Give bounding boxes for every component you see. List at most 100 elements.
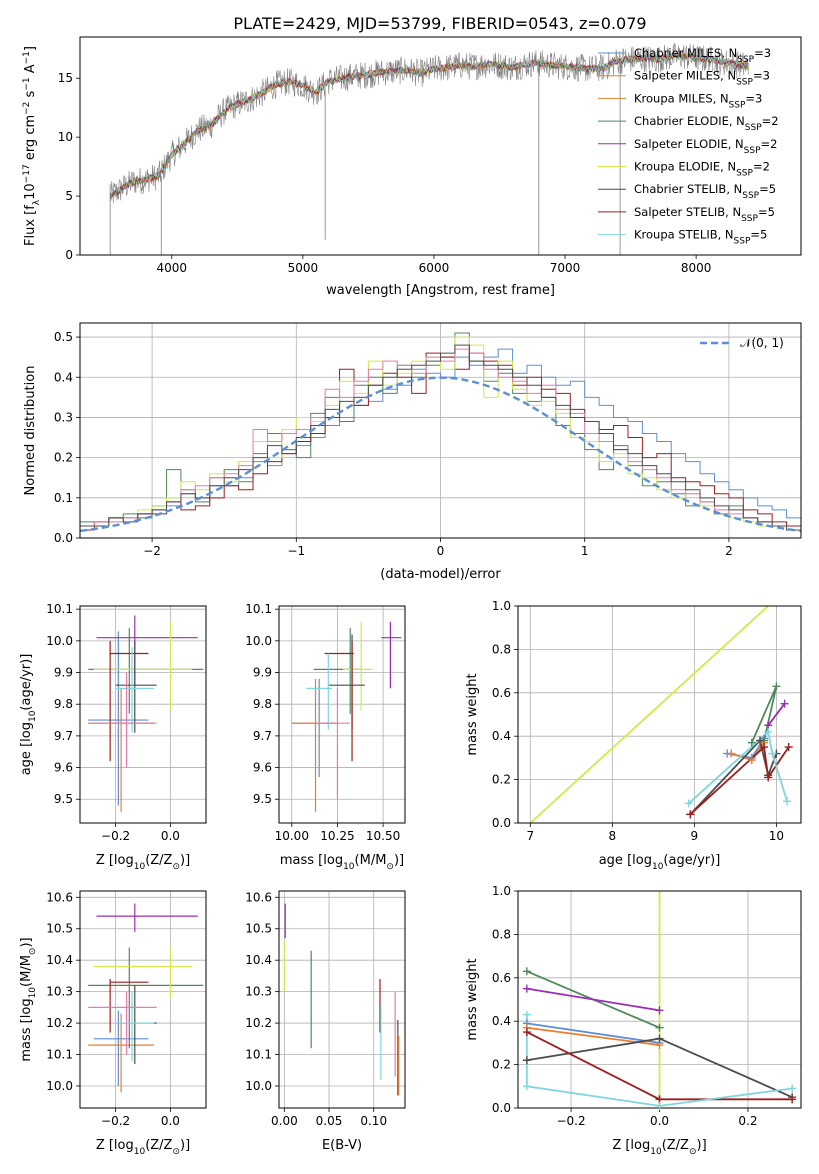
label-fragment: mass [log [19, 998, 34, 1061]
y-tick-label: 0 [65, 248, 73, 262]
y-tick-label: 0.5 [54, 330, 73, 344]
plot-area [88, 615, 204, 812]
label-fragment: )] [697, 1138, 707, 1153]
y-tick-label: 10.1 [46, 602, 73, 616]
weight-line [688, 730, 788, 805]
label-fragment: −1 [22, 51, 32, 64]
x-tick-label: 0.0 [161, 829, 180, 843]
weight-marker [747, 756, 756, 765]
figure-title: PLATE=2429, MJD=53799, FIBERID=0543, z=0… [233, 14, 646, 33]
weight-marker [747, 738, 756, 747]
x-tick-label: 0 [437, 544, 445, 558]
y-tick-label: 10.2 [245, 1016, 272, 1030]
legend-entry: 𝒩(0, 1) [740, 336, 784, 350]
mass-vs-extinction-panel: 0.00 0.05 0.10 10.0 10.1 10.2 10.3 10.4 10.5 10.6… [245, 890, 406, 1153]
label-fragment: SSP [744, 146, 761, 156]
weight-marker [764, 727, 773, 736]
y-tick-label: 9.9 [54, 666, 73, 680]
label-fragment: ⊙ [172, 862, 180, 872]
weight-marker [684, 799, 693, 808]
x-tick-label: 0.0 [650, 1114, 669, 1128]
label-fragment: mass weight [465, 673, 480, 755]
histogram-step [80, 352, 801, 538]
x-tick-label: 0.2 [738, 1114, 757, 1128]
label-fragment: (Z/Z [145, 1138, 172, 1153]
axes-frame [278, 890, 406, 1109]
x-tick-label: 1 [581, 544, 589, 558]
x-tick-label: −1 [287, 544, 305, 558]
legend-entry: Chabrier MILES, NSSP=3 [634, 46, 771, 65]
weight-marker [522, 1028, 531, 1037]
weight-marker [522, 984, 531, 993]
y-tick-label: 9.9 [253, 666, 272, 680]
label-fragment: Z [log [612, 1138, 650, 1153]
x-tick-label: −0.2 [556, 1114, 585, 1128]
label-fragment: 10 [343, 862, 355, 872]
label-fragment: Z [log [96, 1138, 134, 1153]
label-fragment: ⊙ [386, 862, 394, 872]
label-fragment: SSP [736, 169, 753, 179]
x-axis-label: wavelength [Angstrom, rest frame] [326, 283, 555, 298]
x-tick-label: −0.2 [101, 829, 130, 843]
gridlines [80, 606, 206, 823]
weight-line [526, 987, 660, 1012]
mass-weight-vs-metallicity-panel: −0.2 0.0 0.2 0.0 0.2 0.4 0.6 0.8 1.0 Z [log10(Z/Z… [465, 884, 802, 1157]
gridlines [279, 606, 405, 823]
y-tick-label: 0.1 [54, 491, 73, 505]
label-fragment: SSP [734, 237, 751, 247]
label-fragment: ] [23, 46, 38, 51]
x-tick-label: 7000 [550, 261, 581, 275]
weight-marker [788, 1095, 797, 1104]
label-fragment: SSP [729, 100, 746, 110]
x-axis-label: age [log10(age/yr)] [599, 853, 721, 872]
y-tick-label: 0.6 [492, 686, 511, 700]
y-tick-label: 9.7 [253, 729, 272, 743]
weight-marker [686, 810, 695, 819]
y-tick-label: 0.0 [492, 816, 511, 830]
plot-area [88, 903, 204, 1093]
weight-line [525, 1014, 793, 1107]
label-fragment: Kroupa ELODIE, N [634, 160, 736, 174]
label-fragment: =3 [753, 69, 770, 83]
label-fragment: (M/M [355, 853, 387, 868]
y-axis-label: age [log10(age/yr)] [19, 654, 38, 776]
label-fragment: SSP [737, 55, 754, 65]
y-tick-label: 10.6 [245, 890, 272, 904]
x-axis-label: Z [log10(Z/Z⊙)] [96, 1138, 190, 1157]
residual-histogram-panel: −2 −1 0 1 2 0.0 0.1 0.2 0.3 0.4 0.5 𝒩(0, 1) (data-mo… [23, 322, 802, 582]
legend-entry: Kroupa ELODIE, NSSP=2 [634, 160, 770, 179]
weight-marker [655, 1006, 664, 1015]
x-axis-label: Z [log10(Z/Z⊙)] [612, 1138, 706, 1157]
age-vs-mass-panel: 10.00 10.25 10.50 9.5 9.6 9.7 9.8 9.9 10.0 10.1 ma… [245, 602, 406, 872]
y-tick-label: 0.8 [492, 927, 511, 941]
y-axis-label: mass weight [465, 673, 480, 755]
label-fragment: λ [32, 199, 42, 205]
legend-entry: Salpeter MILES, NSSP=3 [634, 69, 770, 88]
mass-vs-metallicity-panel: −0.2 0.0 10.0 10.1 10.2 10.3 10.4 10.5 10.6 Z [lo… [19, 890, 207, 1157]
plot-area [291, 621, 402, 812]
y-tick-label: 0.3 [54, 410, 73, 424]
label-fragment: Flux [f [23, 205, 38, 246]
label-fragment: Salpeter ELODIE, N [634, 137, 744, 151]
label-fragment: s [23, 90, 38, 101]
label-fragment: mass [log [280, 853, 343, 868]
label-fragment: =2 [762, 114, 779, 128]
label-fragment: Chabrier MILES, N [634, 46, 737, 60]
weight-marker [788, 1084, 797, 1093]
y-tick-label: 10.4 [245, 953, 272, 967]
y-tick-label: 10.5 [46, 922, 73, 936]
plot-area [80, 332, 801, 538]
label-fragment: )] [180, 1138, 190, 1153]
label-fragment: =3 [745, 91, 762, 105]
y-tick-label: 10.3 [245, 985, 272, 999]
y-tick-label: 5 [65, 189, 73, 203]
x-tick-label: 10.25 [320, 829, 354, 843]
y-axis-label: mass [log10(M/M⊙)] [19, 937, 38, 1061]
x-tick-label: 10.50 [366, 829, 400, 843]
y-tick-label: 10.0 [245, 634, 272, 648]
label-fragment: Salpeter STELIB, N [634, 205, 741, 219]
label-fragment: −17 [22, 164, 32, 183]
y-tick-label: 0.2 [492, 773, 511, 787]
label-fragment: (age/yr)] [663, 853, 720, 868]
y-tick-label: 9.7 [54, 729, 73, 743]
